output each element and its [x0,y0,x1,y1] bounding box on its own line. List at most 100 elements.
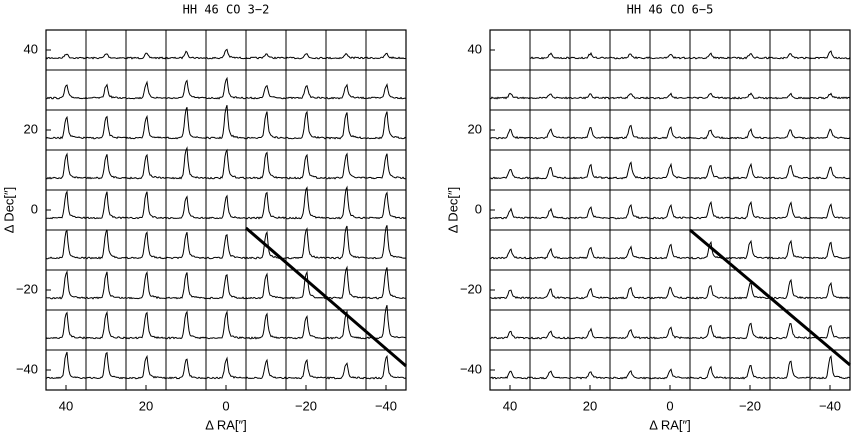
cell [569,29,611,71]
spectrum [769,53,811,60]
spectrum [285,358,326,380]
spectrum [206,148,246,180]
spectrum [809,354,851,380]
spectrum [729,239,771,260]
spectrum [649,326,691,340]
spectrum [689,285,731,300]
spectrum [689,240,731,260]
spectrum [245,272,287,300]
spectrum [85,271,127,300]
y-tick-label: 40 [468,41,482,56]
spectrum [165,272,207,300]
cell [125,109,167,151]
cell [285,309,327,351]
spectrum [365,52,407,60]
y-tick-label: 0 [475,201,482,216]
spectrum [205,76,247,100]
cell [729,269,771,311]
cell [649,109,691,151]
spectrum [205,356,247,380]
spectrum [285,270,327,300]
cell [285,349,327,391]
cell [729,309,771,351]
cell [689,149,731,191]
cell [85,29,127,71]
spectrum [325,185,367,220]
x-tick-label: −20 [739,398,761,413]
spectrum [529,52,571,60]
cell [649,149,691,191]
spectrum [205,274,247,300]
cell [365,309,407,351]
spectrum [85,83,126,100]
spectrum [569,127,611,140]
x-tick-label: −40 [819,398,841,413]
cell [569,109,611,151]
spectrum [85,351,127,380]
spectrum [769,278,811,300]
spectrum [245,312,287,340]
cell [809,189,851,231]
cell [365,229,407,271]
cell [689,29,731,71]
spectrum [365,354,407,380]
spectrum [649,126,691,140]
cell [729,349,771,391]
cell [165,309,207,351]
cell [649,229,691,271]
spectrum [489,370,531,380]
cell [125,29,167,71]
cell [569,189,611,231]
cell [205,109,247,151]
spectrum [729,282,771,300]
cell [165,189,207,231]
spectrum [689,324,731,340]
cell [325,29,367,71]
spectrum [809,166,851,180]
spectrum [325,83,367,100]
x-tick-label: 20 [139,398,153,413]
cell [165,109,207,151]
spectrum [609,93,651,100]
spectrum [649,92,691,100]
cell [365,29,407,71]
spectrum [245,111,287,140]
spectrum [609,124,650,140]
cell [85,229,127,271]
cell [45,109,87,151]
spectrum [689,200,730,220]
cell [649,189,691,231]
cell [769,69,811,111]
spectrum [205,194,247,220]
spectrum [769,129,811,140]
spectrum [569,246,611,260]
spectrum [245,358,287,380]
plot-frame [45,29,407,391]
cell [569,349,611,391]
cell [809,69,851,111]
spectrum [769,164,811,180]
cell [569,229,611,271]
spectrum [609,370,651,380]
spectrum [285,153,327,180]
cell [365,349,407,391]
spectrum [569,327,611,340]
x-tick-label: 40 [503,398,517,413]
x-tick-label: −20 [295,398,317,413]
spectrum [165,79,207,100]
y-tick-label: −20 [16,281,38,296]
spectrum [769,92,811,100]
cell [365,69,407,111]
spectrum [489,207,531,220]
y-tick-label: −40 [16,361,38,376]
y-tick-label: −40 [460,361,482,376]
spectrum [45,229,87,260]
spectrum [125,52,167,60]
cell [769,189,811,231]
spectrum [649,162,691,180]
spectrum [569,206,611,220]
cell [125,69,167,111]
cell [649,309,691,351]
spectrum [165,358,207,380]
cell [609,69,651,111]
